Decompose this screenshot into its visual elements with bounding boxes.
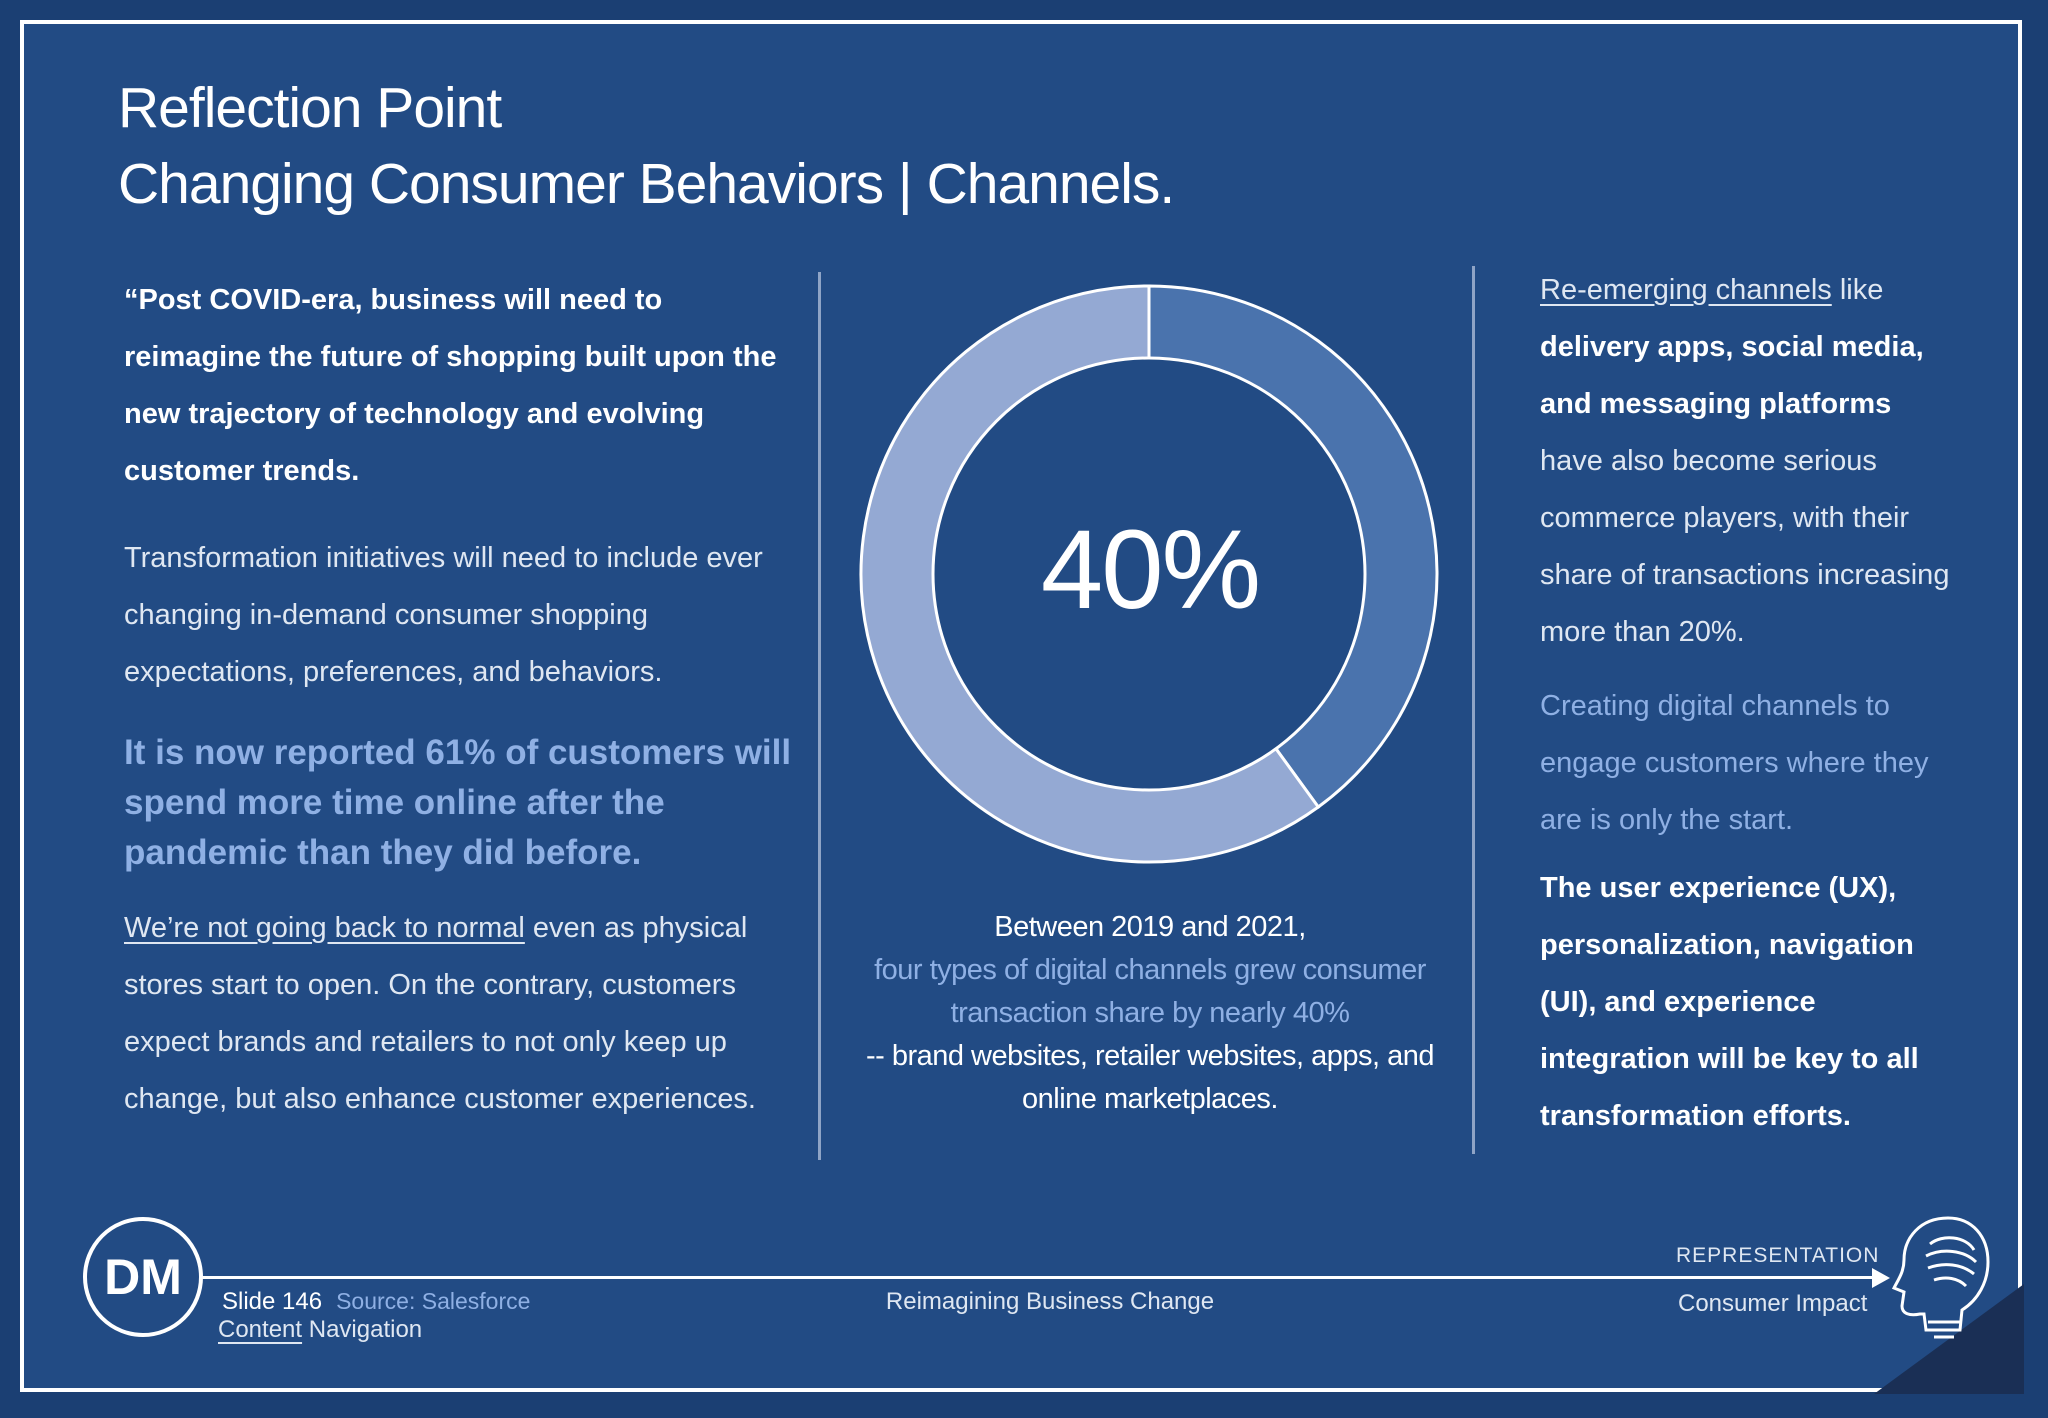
slide-title: Reflection Point Changing Consumer Behav… xyxy=(118,70,1175,222)
consumer-impact-label: Consumer Impact xyxy=(1678,1290,1868,1317)
content-navigation[interactable]: Content Navigation xyxy=(218,1316,422,1344)
title-line-1: Reflection Point xyxy=(118,76,502,140)
slide-label: Slide 146 xyxy=(222,1288,323,1315)
normal-rest: even as physical stores start to open. O… xyxy=(124,912,756,1115)
transformation-paragraph: Transformation initiatives will need to … xyxy=(124,542,763,688)
reemerging-like: like xyxy=(1831,274,1884,306)
navigation-label: Navigation xyxy=(302,1316,423,1343)
chart-caption: Between 2019 and 2021, four types of dig… xyxy=(860,906,1440,1121)
logo-text: DM xyxy=(104,1249,182,1305)
reemerging-rest: have also become serious commerce player… xyxy=(1540,445,1950,648)
footer-timeline xyxy=(200,1276,1880,1279)
donut-chart xyxy=(859,284,1439,864)
reemerging-paragraph: Re-emerging channels like delivery apps,… xyxy=(1540,262,1960,661)
donut-center-label: 40% xyxy=(1040,507,1261,632)
customers-highlight: It is now reported 61% of customers will… xyxy=(124,733,792,872)
content-link[interactable]: Content xyxy=(218,1316,303,1343)
divider-left xyxy=(818,272,821,1160)
footer-center-title: Reimagining Business Change xyxy=(885,1288,1215,1315)
normal-link[interactable]: We’re not going back to normal xyxy=(124,912,525,944)
divider-right xyxy=(1472,266,1475,1154)
dm-logo[interactable]: DM xyxy=(80,1214,206,1340)
quote-paragraph: “Post COVID-era, business will need to r… xyxy=(124,284,777,487)
representation-label: REPRESENTATION xyxy=(1676,1244,1880,1267)
caption-line-1: Between 2019 and 2021, xyxy=(994,911,1306,943)
corner-accent xyxy=(1874,1284,2024,1394)
normal-paragraph: We’re not going back to normal even as p… xyxy=(124,900,794,1128)
slide-number: Slide 146 Source: Salesforce xyxy=(222,1288,530,1316)
title-line-2: Changing Consumer Behaviors | Channels. xyxy=(118,152,1175,216)
ux-paragraph: The user experience (UX), personalizatio… xyxy=(1540,872,1919,1132)
head-lightbulb-icon xyxy=(1891,1216,1990,1339)
donut-hole xyxy=(931,356,1367,792)
caption-highlight: four types of digital channels grew cons… xyxy=(874,954,1426,1029)
arrow-right-icon xyxy=(1872,1268,1890,1288)
creating-paragraph: Creating digital channels to engage cust… xyxy=(1540,690,1929,836)
reemerging-link[interactable]: Re-emerging channels xyxy=(1540,274,1832,306)
source-label: Source: Salesforce xyxy=(336,1288,531,1314)
reemerging-bold: delivery apps, social media, and messagi… xyxy=(1540,331,1924,420)
caption-rest: -- brand websites, retailer websites, ap… xyxy=(865,1040,1435,1115)
